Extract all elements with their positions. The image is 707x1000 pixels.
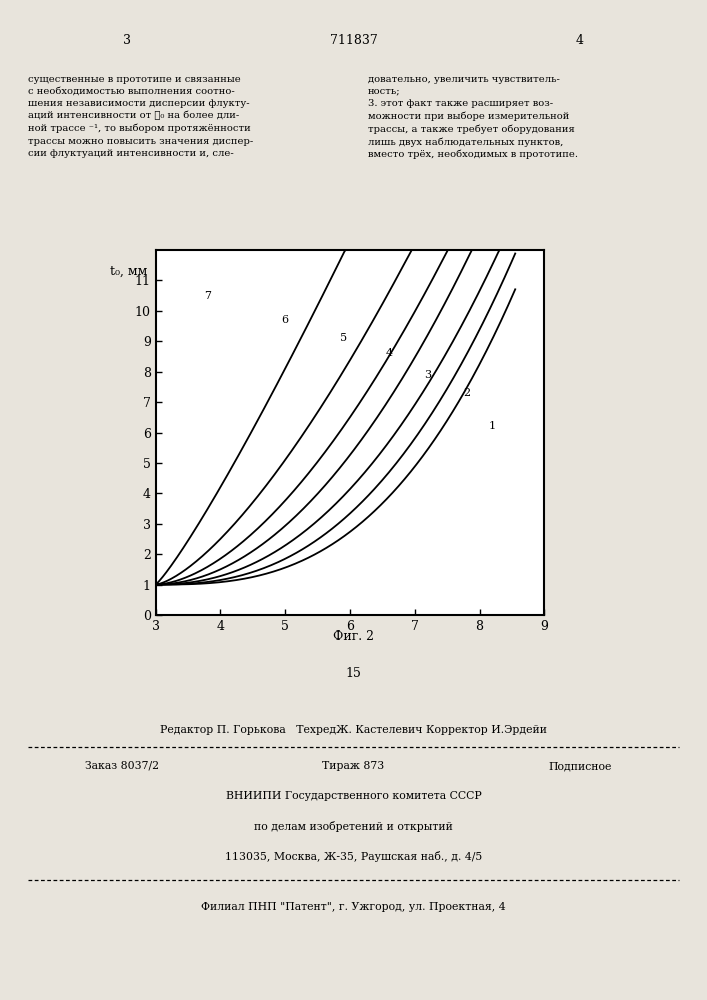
Text: 2: 2 bbox=[463, 388, 470, 398]
Text: ВНИИПИ Государственного комитета СССР: ВНИИПИ Государственного комитета СССР bbox=[226, 791, 481, 801]
Text: t₀, мм: t₀, мм bbox=[110, 265, 147, 278]
Text: 3: 3 bbox=[424, 370, 431, 380]
Text: Заказ 8037/2: Заказ 8037/2 bbox=[85, 761, 159, 771]
Text: 15: 15 bbox=[346, 667, 361, 680]
Text: Фиг. 2: Фиг. 2 bbox=[333, 630, 374, 643]
Text: 4: 4 bbox=[385, 348, 392, 358]
Text: 1: 1 bbox=[489, 421, 496, 431]
Text: Филиал ПНП "Патент", г. Ужгород, ул. Проектная, 4: Филиал ПНП "Патент", г. Ужгород, ул. Про… bbox=[201, 902, 506, 912]
Text: 711837: 711837 bbox=[329, 34, 378, 47]
Text: 113035, Москва, Ж-35, Раушская наб., д. 4/5: 113035, Москва, Ж-35, Раушская наб., д. … bbox=[225, 850, 482, 861]
Text: Подписное: Подписное bbox=[548, 761, 612, 771]
Text: 5: 5 bbox=[340, 333, 347, 343]
Text: Редактор П. Горькова   ТехредЖ. Кастелевич Корректор И.Эрдейи: Редактор П. Горькова ТехредЖ. Кастелевич… bbox=[160, 725, 547, 735]
Text: по делам изобретений и открытий: по делам изобретений и открытий bbox=[254, 820, 453, 832]
Text: 6: 6 bbox=[281, 315, 288, 325]
Text: довательно, увеличить чувствитель-
ность;
3. этот факт также расширяет воз-
можн: довательно, увеличить чувствитель- ность… bbox=[368, 75, 578, 159]
Text: 4: 4 bbox=[575, 34, 584, 47]
Text: 7: 7 bbox=[204, 291, 211, 301]
Text: Тираж 873: Тираж 873 bbox=[322, 761, 385, 771]
Text: существенные в прототипе и связанные
с необходимостью выполнения соотно-
шения н: существенные в прототипе и связанные с н… bbox=[28, 75, 254, 158]
Text: 3: 3 bbox=[123, 34, 132, 47]
